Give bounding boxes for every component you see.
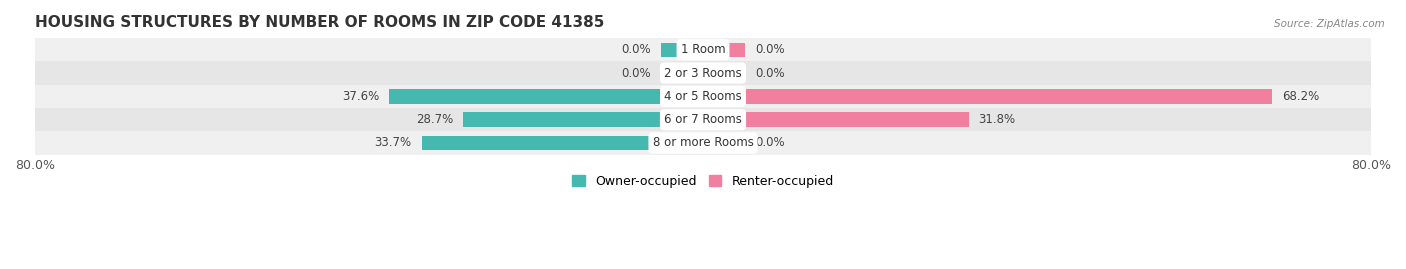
Text: 8 or more Rooms: 8 or more Rooms: [652, 136, 754, 150]
Bar: [35, 38, 1371, 61]
Text: 0.0%: 0.0%: [755, 136, 785, 150]
Bar: [464, 112, 703, 127]
Text: 0.0%: 0.0%: [755, 66, 785, 80]
Bar: [389, 89, 703, 104]
Text: Source: ZipAtlas.com: Source: ZipAtlas.com: [1274, 19, 1385, 29]
Text: HOUSING STRUCTURES BY NUMBER OF ROOMS IN ZIP CODE 41385: HOUSING STRUCTURES BY NUMBER OF ROOMS IN…: [35, 15, 605, 30]
Bar: [422, 136, 703, 150]
Text: 37.6%: 37.6%: [342, 90, 380, 103]
Text: 33.7%: 33.7%: [374, 136, 412, 150]
Bar: [703, 89, 1272, 104]
Bar: [703, 112, 969, 127]
Text: 2 or 3 Rooms: 2 or 3 Rooms: [664, 66, 742, 80]
Bar: [35, 108, 1371, 131]
Text: 6 or 7 Rooms: 6 or 7 Rooms: [664, 113, 742, 126]
Bar: [703, 43, 745, 57]
Bar: [35, 131, 1371, 155]
Bar: [703, 136, 745, 150]
Bar: [661, 43, 703, 57]
Bar: [703, 66, 745, 80]
Text: 1 Room: 1 Room: [681, 43, 725, 56]
Text: 0.0%: 0.0%: [621, 43, 651, 56]
Text: 4 or 5 Rooms: 4 or 5 Rooms: [664, 90, 742, 103]
Text: 0.0%: 0.0%: [621, 66, 651, 80]
Bar: [35, 85, 1371, 108]
Bar: [661, 66, 703, 80]
Text: 28.7%: 28.7%: [416, 113, 453, 126]
Text: 31.8%: 31.8%: [979, 113, 1015, 126]
Bar: [35, 61, 1371, 85]
Text: 0.0%: 0.0%: [755, 43, 785, 56]
Text: 68.2%: 68.2%: [1282, 90, 1320, 103]
Legend: Owner-occupied, Renter-occupied: Owner-occupied, Renter-occupied: [568, 170, 838, 193]
